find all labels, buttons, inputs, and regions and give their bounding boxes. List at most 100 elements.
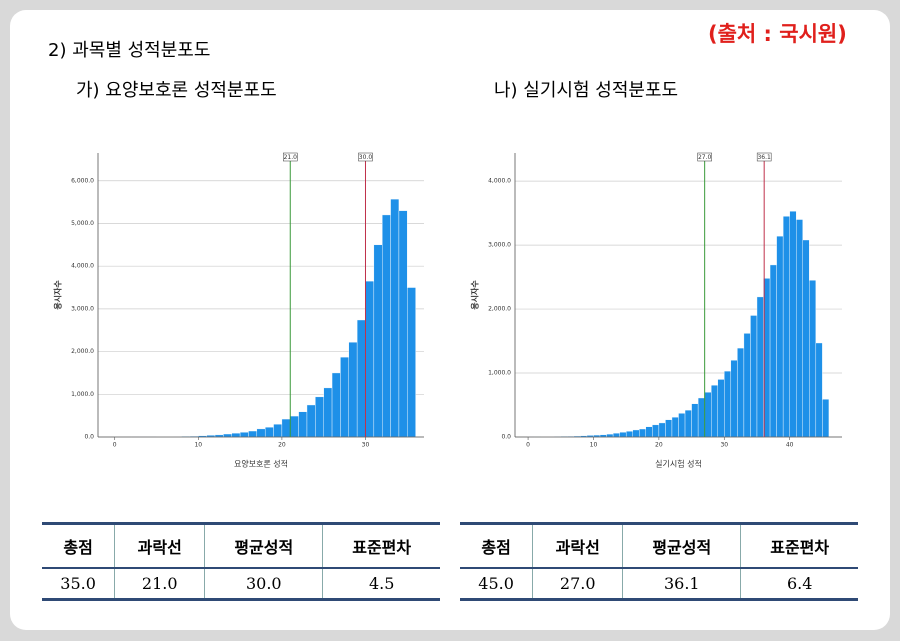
x-tick-label: 10 [590, 442, 598, 449]
bar [782, 216, 790, 438]
bar [348, 341, 358, 438]
cell: 36.1 [622, 568, 741, 600]
bar [306, 404, 316, 438]
x-tick-label: 30 [720, 442, 728, 449]
cell: 21.0 [114, 568, 205, 600]
bar [298, 411, 308, 438]
bar [256, 428, 266, 438]
bar [356, 319, 366, 438]
bar [290, 415, 299, 438]
bar [730, 360, 738, 438]
bar [652, 424, 660, 438]
table: 총점 과락선 평균성적 표준편차 35.0 21.0 30.0 4.5 [42, 522, 440, 601]
header-cell: 총점 [42, 523, 115, 569]
bar [612, 432, 620, 438]
section-title: 2) 과목별 성적분포도 [48, 40, 211, 61]
bar [231, 432, 241, 438]
y-tick-label: 0.0 [501, 434, 511, 441]
row: 35.0 21.0 30.0 4.5 [42, 568, 440, 600]
bar [822, 399, 830, 438]
bar [802, 239, 810, 438]
bar [645, 426, 653, 438]
header-row: 총점 과락선 평균성적 표준편차 [460, 523, 858, 569]
bar [625, 431, 633, 438]
bar [750, 315, 758, 438]
header-row: 총점 과락선 평균성적 표준편차 [42, 523, 440, 569]
bar [678, 413, 686, 438]
bar [239, 432, 249, 438]
y-tick-label: 2,000.0 [71, 348, 94, 355]
bar [223, 433, 232, 438]
reference-label-box [756, 152, 772, 162]
x-tick-label: 30 [362, 442, 370, 449]
chart-title: 가) 요양보호론 성적분포도 [76, 80, 277, 101]
bar [704, 392, 712, 438]
bar [315, 396, 324, 438]
bar [273, 423, 283, 438]
bar [776, 235, 784, 438]
y-tick-label: 3,000.0 [71, 305, 94, 312]
bar [737, 347, 745, 438]
x-tick-label: 10 [194, 442, 202, 449]
header-cell: 표준편차 [740, 523, 858, 569]
cell: 45.0 [478, 574, 514, 593]
bar [671, 416, 679, 438]
bar [619, 432, 627, 438]
y-tick-label: 1,000.0 [488, 370, 511, 377]
y-tick-label: 2,000.0 [488, 306, 511, 313]
bar [264, 426, 274, 438]
bar [639, 428, 647, 438]
header-cell: 과락선 [532, 523, 623, 569]
bar [724, 370, 732, 438]
reference-label: 36.1 [757, 154, 771, 161]
reference-label: 27.0 [698, 154, 712, 161]
bar [796, 219, 803, 438]
cell: 6.4 [740, 568, 858, 600]
header-cell: 평균성적 [622, 523, 741, 569]
bar [756, 296, 764, 438]
bar [323, 387, 333, 438]
bar [632, 429, 640, 438]
x-tick-label: 20 [655, 442, 663, 449]
header-cell: 표준편차 [322, 523, 440, 569]
bar [697, 397, 705, 438]
x-tick-label: 0 [526, 442, 530, 449]
bar [711, 384, 718, 438]
bar [665, 419, 673, 438]
bar [365, 280, 375, 438]
bar [340, 356, 349, 438]
cell: 27.0 [532, 568, 623, 600]
reference-label: 21.0 [284, 154, 298, 161]
x-tick-label: 0 [113, 442, 117, 449]
x-axis-label: 요양보호론 성적 [234, 459, 288, 469]
bar [769, 264, 777, 438]
header-cell: 총점 [460, 523, 533, 569]
cell: 30.0 [204, 568, 323, 600]
bar [373, 244, 383, 438]
y-axis-label: 응시자수 [470, 280, 480, 310]
bar [390, 198, 400, 438]
x-tick-label: 20 [278, 442, 286, 449]
bar [789, 211, 797, 438]
chart-title: 나) 실기시험 성적분포도 [494, 80, 679, 101]
y-tick-label: 4,000.0 [488, 178, 511, 185]
header-cell: 평균성적 [204, 523, 323, 569]
bar [281, 418, 291, 438]
x-axis-label: 실기시험 성적 [655, 459, 702, 469]
y-tick-label: 1,000.0 [71, 391, 94, 398]
cell: 35.0 [60, 574, 96, 593]
header-cell: 과락선 [114, 523, 205, 569]
y-tick-label: 6,000.0 [71, 177, 94, 184]
bar [717, 379, 725, 438]
row: 45.0 27.0 36.1 6.4 [460, 568, 858, 600]
bar [331, 372, 341, 438]
y-tick-label: 3,000.0 [488, 242, 511, 249]
y-axis-label: 응시자수 [53, 280, 63, 310]
reference-label-box [358, 152, 373, 162]
y-tick-label: 4,000.0 [71, 263, 94, 270]
bar [684, 409, 692, 438]
source: (출처 : 국시원) [708, 22, 847, 46]
reference-label-box [283, 152, 298, 162]
bar [398, 210, 408, 438]
